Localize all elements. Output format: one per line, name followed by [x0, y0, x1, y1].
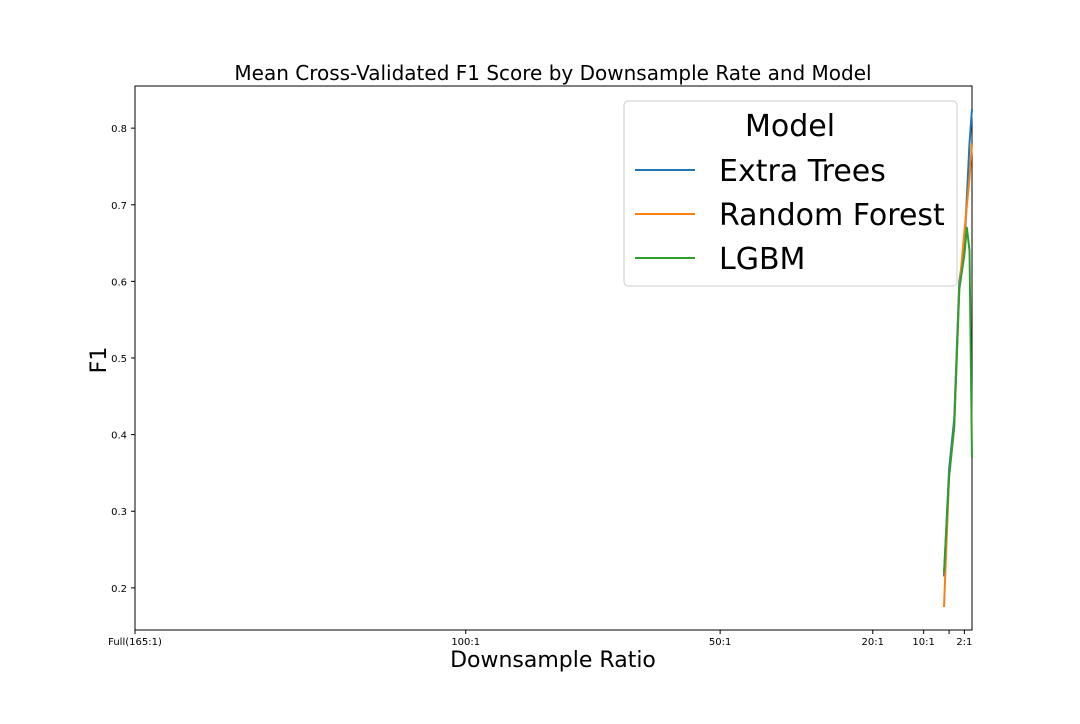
x-tick-label: 10:1 [912, 637, 934, 648]
series-line-lgbm [943, 226, 973, 573]
legend-box [623, 100, 958, 287]
series-lines [943, 108, 973, 608]
y-axis-ticks: 0.2 0.3 0.4 0.5 0.6 0.7 0.8 [111, 124, 135, 595]
x-tick-label: Full(165:1) [108, 637, 162, 648]
x-tick-label: 2:1 [956, 637, 972, 648]
x-tick-label: 50:1 [709, 637, 731, 648]
x-tick-label: 100:1 [451, 637, 480, 648]
y-tick-label: 0.2 [111, 584, 127, 595]
y-axis-label: F1 [87, 347, 112, 374]
legend: Model Extra Trees Random Forest LGBM [623, 100, 958, 287]
y-tick-label: 0.7 [111, 201, 127, 212]
plot-area: 0.2 0.3 0.4 0.5 0.6 0.7 0.8 Full(165:1) 100:1 50… [108, 85, 973, 648]
legend-title: Model [745, 109, 835, 144]
legend-label: Random Forest [719, 198, 945, 233]
y-tick-label: 0.8 [111, 124, 127, 135]
legend-entries: Extra Trees Random Forest LGBM [635, 154, 945, 277]
y-tick-label: 0.4 [111, 431, 127, 442]
y-tick-label: 0.3 [111, 507, 127, 518]
y-tick-label: 0.5 [111, 354, 127, 365]
x-axis-label: Downsample Ratio [450, 648, 656, 673]
x-axis-ticks: Full(165:1) 100:1 50:1 20:1 10:1 2:1 [108, 630, 972, 648]
chart-title: Mean Cross-Validated F1 Score by Downsam… [234, 61, 871, 85]
y-tick-label: 0.6 [111, 277, 127, 288]
x-tick-label: 20:1 [862, 637, 884, 648]
legend-label: LGBM [719, 242, 805, 277]
legend-label: Extra Trees [719, 154, 886, 189]
